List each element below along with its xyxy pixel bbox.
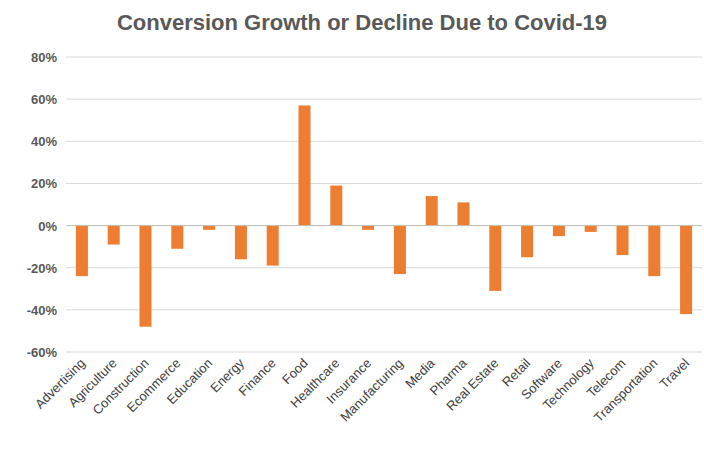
y-tick-label: 80% — [31, 50, 57, 65]
bar — [299, 105, 311, 225]
x-tick-label: Education — [164, 356, 215, 407]
bar — [267, 226, 279, 266]
bar — [235, 226, 247, 260]
bar — [489, 226, 501, 291]
bar — [553, 226, 565, 237]
bar — [521, 226, 533, 258]
y-tick-label: 40% — [31, 134, 57, 149]
grid-line — [66, 141, 702, 142]
x-tick-label: Finance — [236, 356, 279, 399]
x-tick-label: Transportation — [591, 356, 661, 426]
bar — [171, 226, 183, 249]
grid-line — [66, 309, 702, 310]
x-axis — [66, 225, 702, 226]
grid-line — [66, 352, 702, 353]
grid-line — [66, 225, 702, 226]
grid-line — [66, 267, 702, 268]
x-tick-label: Travel — [656, 355, 692, 391]
y-tick-label: -20% — [27, 261, 58, 276]
bar — [76, 226, 88, 277]
bar — [458, 202, 470, 225]
y-tick-label: -40% — [27, 303, 58, 318]
title: Conversion Growth or Decline Due to Covi… — [117, 10, 607, 35]
bar — [585, 226, 597, 232]
y-tick-label: -60% — [27, 345, 58, 360]
bar — [140, 226, 152, 327]
bar — [648, 226, 660, 277]
bar — [108, 226, 120, 245]
bar — [203, 226, 215, 230]
bar — [330, 186, 342, 226]
bar — [680, 226, 692, 314]
grid-line — [66, 183, 702, 184]
x-tick-label: Real Estate — [443, 356, 501, 414]
bars — [76, 105, 692, 326]
grid-line — [66, 57, 702, 58]
bar — [426, 196, 438, 226]
chart: Conversion Growth or Decline Due to Covi… — [0, 0, 704, 449]
x-tick-label: Manufacturing — [337, 356, 406, 425]
grid-line — [66, 99, 702, 100]
bar — [362, 226, 374, 230]
y-tick-label: 60% — [31, 92, 57, 107]
bar — [394, 226, 406, 274]
y-tick-label: 0% — [38, 219, 57, 234]
bar — [617, 226, 629, 256]
y-tick-label: 20% — [31, 176, 57, 191]
